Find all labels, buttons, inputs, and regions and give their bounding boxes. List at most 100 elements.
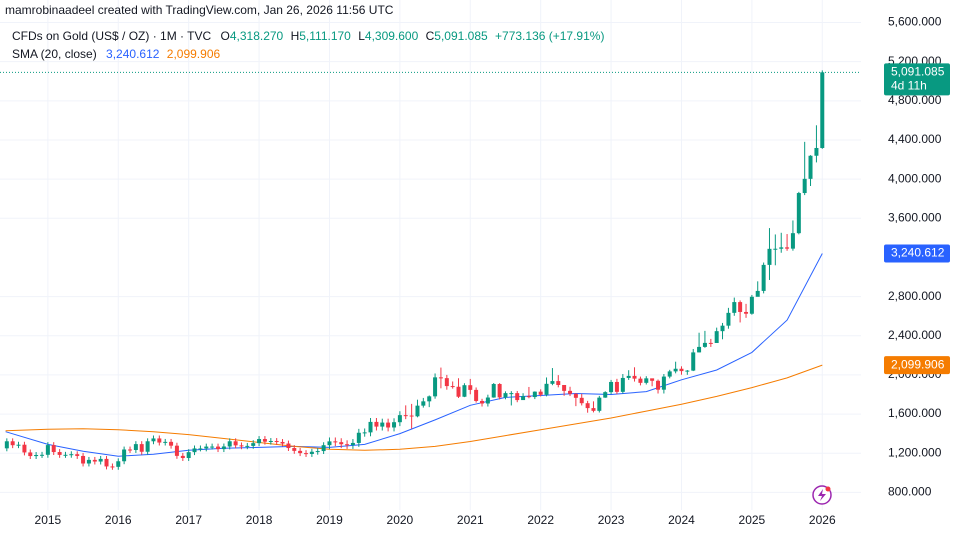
close-label: C xyxy=(426,29,435,43)
candle-body xyxy=(462,385,467,397)
candle-body xyxy=(192,448,197,453)
candle-body xyxy=(685,370,690,372)
countdown-label: 4d 11h xyxy=(891,79,927,93)
indicator: SMA (20, close) xyxy=(12,47,97,61)
candle-body xyxy=(409,415,414,417)
candle-body xyxy=(92,459,97,462)
last-price-box xyxy=(884,63,950,96)
candle-body xyxy=(298,450,303,454)
candle-body xyxy=(280,441,285,444)
y-tick-label: 1,200.000 xyxy=(888,445,942,459)
y-tick-label: 2,400.000 xyxy=(888,328,942,342)
candle-body xyxy=(603,392,608,398)
candle-body xyxy=(63,454,68,456)
candle-body xyxy=(650,378,655,381)
candle-body xyxy=(292,448,297,451)
x-tick-label: 2015 xyxy=(35,513,62,527)
x-tick-label: 2020 xyxy=(387,513,414,527)
x-tick-label: 2026 xyxy=(809,513,836,527)
candle-body xyxy=(128,449,133,451)
candle-body xyxy=(614,381,619,392)
candle-body xyxy=(456,386,461,397)
candle-body xyxy=(738,302,743,312)
candle-body xyxy=(368,421,373,433)
candle-body xyxy=(233,441,238,446)
candle-body xyxy=(98,458,103,462)
candle-body xyxy=(345,444,350,446)
candle-body xyxy=(591,408,596,411)
y-tick-label: 4,400.000 xyxy=(888,132,942,146)
candle-body xyxy=(22,444,27,453)
candle-body xyxy=(186,452,191,459)
y-tick-label: 4,800.000 xyxy=(888,93,942,107)
candle-body xyxy=(380,422,385,427)
candle-body xyxy=(480,400,485,404)
x-tick-label: 2022 xyxy=(527,513,554,527)
candle-body xyxy=(497,384,502,398)
candle-body xyxy=(392,422,397,428)
low-value: 4,309.600 xyxy=(365,29,419,43)
candle-body xyxy=(139,444,144,452)
sma-line xyxy=(5,364,823,451)
candle-body xyxy=(714,331,719,344)
candle-body xyxy=(362,432,367,434)
candle-body xyxy=(427,396,432,402)
last-price-label: 5,091.085 xyxy=(891,65,945,79)
candle-body xyxy=(216,446,221,450)
candle-body xyxy=(433,377,438,397)
candle-body xyxy=(620,377,625,392)
candle-body xyxy=(174,445,179,456)
y-tick-label: 1,600.000 xyxy=(888,406,942,420)
alert-icon[interactable] xyxy=(812,485,832,505)
candle-body xyxy=(708,342,713,344)
candle-body xyxy=(198,448,203,450)
candle-body xyxy=(356,432,361,443)
icon-dot xyxy=(825,486,831,492)
candle-body xyxy=(163,441,168,443)
candle-body xyxy=(785,247,790,249)
close-value: 5,091.085 xyxy=(434,29,488,43)
candle-body xyxy=(16,444,21,446)
candle-body xyxy=(415,405,420,417)
candle-body xyxy=(702,342,707,347)
candle-body xyxy=(814,147,819,156)
candle-body xyxy=(550,381,555,384)
candle-body xyxy=(538,391,543,395)
candle-body xyxy=(779,247,784,249)
candle-body xyxy=(169,441,174,446)
icon-bolt xyxy=(818,489,826,501)
candle-body xyxy=(327,441,332,446)
indicator-legend: SMA (20, close) 3,240.612 2,099.906 xyxy=(12,47,220,61)
candle-body xyxy=(133,444,138,450)
candle-body xyxy=(40,454,45,456)
candle-body xyxy=(568,390,573,394)
sma-price-label: 3,240.612 xyxy=(891,246,945,260)
candle-body xyxy=(732,302,737,313)
candle-body xyxy=(444,378,449,387)
candle-body xyxy=(45,445,50,455)
x-tick-label: 2018 xyxy=(246,513,273,527)
candle-body xyxy=(544,383,549,395)
candle-body xyxy=(157,438,162,443)
candle-body xyxy=(726,312,731,326)
candle-body xyxy=(673,368,678,372)
candle-body xyxy=(333,441,338,443)
candle-body xyxy=(796,193,801,234)
candle-body xyxy=(667,371,672,377)
candle-body xyxy=(403,415,408,417)
sma-value: 2,099.906 xyxy=(167,47,221,61)
candle-body xyxy=(309,451,314,455)
candle-body xyxy=(69,454,74,456)
candle-body xyxy=(34,454,39,457)
change: +773.136 (+17.91%) xyxy=(495,29,604,43)
y-tick-label: 2,800.000 xyxy=(888,289,942,303)
candle-body xyxy=(585,403,590,409)
candle-body xyxy=(450,386,455,388)
candle-body xyxy=(438,377,443,379)
candle-body xyxy=(104,458,109,467)
candle-body xyxy=(245,445,250,447)
y-tick-label: 5,600.000 xyxy=(888,15,942,29)
sma-price-box xyxy=(884,356,950,375)
